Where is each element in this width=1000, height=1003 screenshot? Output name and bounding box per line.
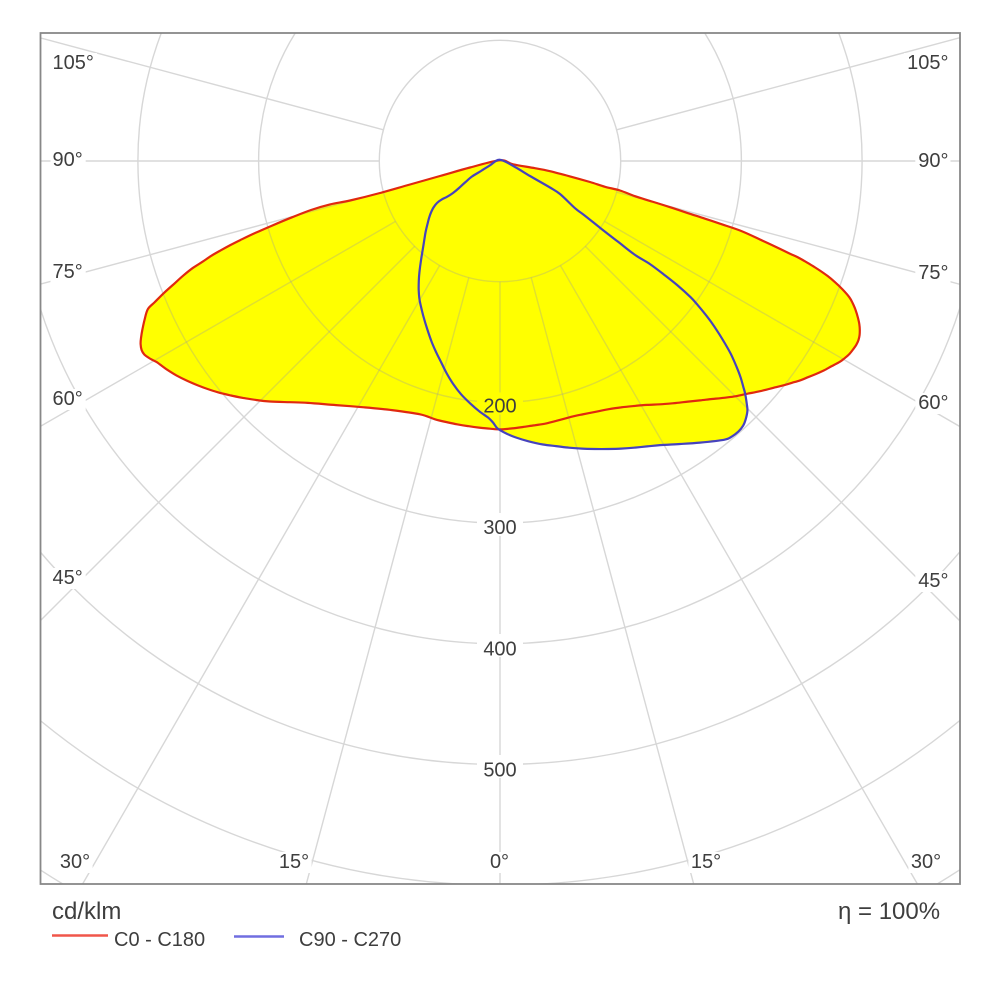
svg-text:105°: 105° bbox=[53, 52, 94, 74]
svg-text:30°: 30° bbox=[911, 851, 941, 873]
svg-text:30°: 30° bbox=[60, 851, 90, 873]
svg-text:15°: 15° bbox=[279, 851, 309, 873]
svg-text:45°: 45° bbox=[918, 570, 948, 592]
svg-text:60°: 60° bbox=[53, 388, 83, 410]
svg-text:C90 - C270: C90 - C270 bbox=[299, 929, 401, 951]
svg-text:90°: 90° bbox=[918, 150, 948, 172]
svg-text:200: 200 bbox=[483, 396, 516, 418]
svg-text:0°: 0° bbox=[490, 851, 509, 873]
svg-text:60°: 60° bbox=[918, 392, 948, 414]
svg-text:400: 400 bbox=[483, 639, 516, 661]
svg-text:105°: 105° bbox=[907, 52, 948, 74]
svg-text:90°: 90° bbox=[53, 149, 83, 171]
svg-text:cd/klm: cd/klm bbox=[52, 898, 121, 925]
svg-text:500: 500 bbox=[483, 760, 516, 782]
svg-text:15°: 15° bbox=[691, 851, 721, 873]
svg-text:C0 - C180: C0 - C180 bbox=[114, 929, 205, 951]
svg-text:75°: 75° bbox=[918, 262, 948, 284]
svg-text:45°: 45° bbox=[53, 567, 83, 589]
svg-text:75°: 75° bbox=[53, 261, 83, 283]
svg-text:η = 100%: η = 100% bbox=[838, 898, 940, 925]
svg-text:300: 300 bbox=[483, 517, 516, 539]
